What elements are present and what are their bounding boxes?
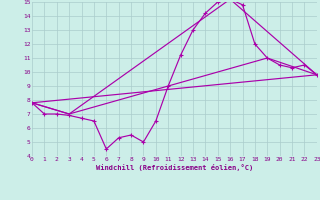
X-axis label: Windchill (Refroidissement éolien,°C): Windchill (Refroidissement éolien,°C) bbox=[96, 164, 253, 171]
